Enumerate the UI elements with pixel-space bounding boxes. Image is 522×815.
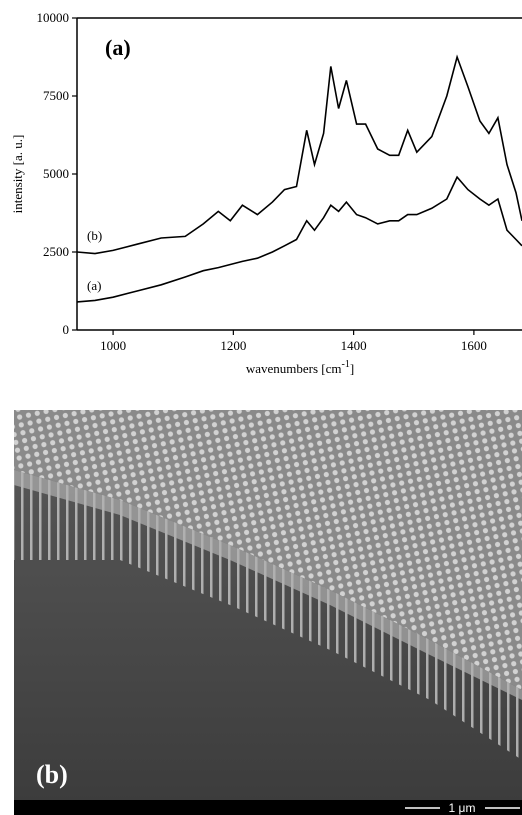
y-tick-label: 2500 [43, 244, 69, 259]
panel-label: (b) [36, 760, 68, 789]
series-label: (b) [87, 228, 102, 243]
panel-label: (a) [105, 35, 131, 60]
x-axis-label-text: wavenumbers [cm [246, 361, 342, 376]
page: 1 μm (b) (a) intensity [a. u.] wavenumbe… [0, 0, 522, 815]
x-tick-label: 1000 [100, 338, 126, 353]
x-axis-label: wavenumbers [cm-1] [246, 359, 354, 376]
series-label: (a) [87, 278, 101, 293]
y-tick-label: 10000 [37, 10, 70, 25]
y-tick-label: 7500 [43, 88, 69, 103]
y-tick-label: 0 [63, 322, 70, 337]
x-axis-label-sup: -1 [341, 359, 349, 370]
x-tick-label: 1600 [461, 338, 487, 353]
x-tick-label: 1400 [341, 338, 367, 353]
series-line [77, 177, 522, 302]
x-tick-label: 1200 [220, 338, 246, 353]
y-axis-label: intensity [a. u.] [10, 135, 25, 214]
x-axis-label-end: ] [350, 361, 354, 376]
scale-bar: 1 μm [449, 801, 476, 815]
sem-image: 1 μm (b) [14, 410, 522, 815]
y-tick-label: 5000 [43, 166, 69, 181]
figure: 1 μm (b) (a) intensity [a. u.] wavenumbe… [0, 0, 522, 815]
series-line [77, 57, 522, 254]
